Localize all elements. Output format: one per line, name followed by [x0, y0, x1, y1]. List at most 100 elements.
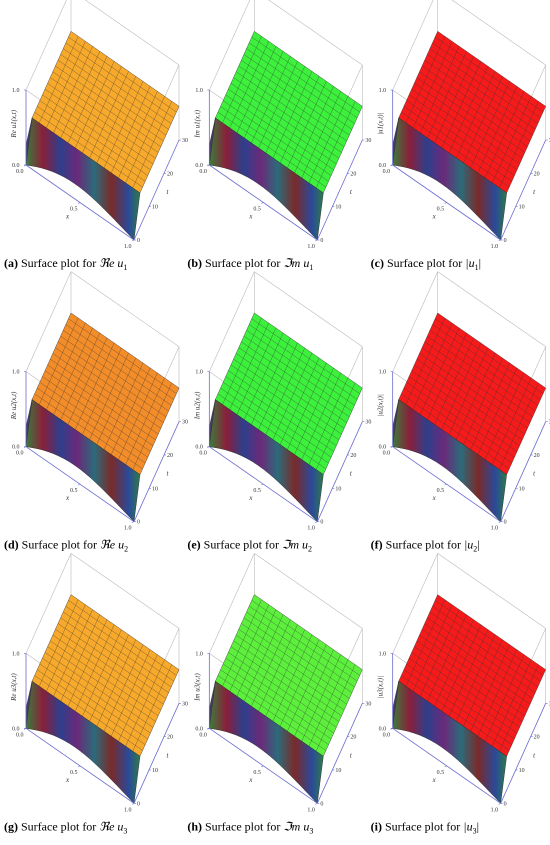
caption: (g) Surface plot for ℜe u3: [4, 819, 127, 835]
surface-grid: [434, 337, 474, 425]
tick-mark: [131, 803, 135, 805]
z-axis-label: |u1(x,t)|: [377, 113, 385, 135]
caption-suffix: |: [477, 819, 479, 833]
t-tick-label: 30: [549, 701, 550, 707]
surface-grid: [434, 56, 474, 143]
t-axis-label: t: [167, 470, 170, 478]
surface-grid: [52, 353, 161, 429]
box-edge: [254, 553, 363, 629]
surface-grid: [53, 609, 93, 697]
surface-grid: [441, 342, 482, 430]
surface-grid: [39, 599, 79, 687]
panel: 0.0 0.5 1.0 0 10 20 30 0.0 1.0 x t Re u1(x,t) (a) Sur…: [4, 0, 188, 272]
surface-grid: [432, 42, 541, 118]
surface-grid: [448, 629, 489, 717]
x-tick-label: 0.0: [199, 451, 207, 457]
x-axis-label: x: [432, 494, 437, 502]
caption-suffix: |: [479, 256, 481, 270]
surface-grid: [50, 640, 159, 716]
tick-mark: [261, 483, 264, 486]
t-tick-label: 10: [335, 486, 341, 492]
t-tick-label: 10: [519, 486, 525, 492]
surface-grid: [103, 362, 144, 450]
surface-grid: [243, 51, 284, 138]
surface-grid: [111, 367, 151, 455]
z-tick-label: 1.0: [195, 651, 203, 657]
caption-label: (d): [4, 538, 19, 552]
surface-grid: [60, 335, 169, 412]
surface-grid: [89, 634, 129, 722]
surface-grid: [125, 659, 165, 747]
surface-grid: [421, 347, 531, 423]
surface-grid: [222, 599, 262, 687]
t-tick-label: 10: [519, 205, 525, 211]
tick-mark: [444, 202, 447, 204]
t-tick-label: 10: [335, 768, 341, 774]
caption-symbol: ℑm u: [283, 819, 309, 833]
t-axis: [316, 703, 363, 804]
caption-label: (b): [187, 256, 202, 270]
surface-grid: [251, 56, 291, 143]
caption-sub: 1: [475, 263, 479, 272]
surface-grid: [230, 364, 340, 441]
surface-grid: [420, 46, 460, 133]
t-tick-label: 20: [167, 171, 173, 177]
surface-grid: [448, 347, 489, 435]
surface-grid: [427, 332, 467, 420]
surface-grid: [243, 614, 284, 702]
surface-grid: [52, 634, 161, 711]
x-tick-label: 0.5: [437, 488, 445, 494]
t-tick-label: 20: [167, 735, 173, 741]
x-axis-label: x: [432, 213, 437, 221]
surface-grid: [470, 644, 510, 732]
surface-grid: [251, 36, 360, 113]
surface-grid: [60, 51, 100, 138]
surface-grid: [238, 347, 347, 423]
surface-grid: [34, 112, 143, 188]
box-edge: [268, 0, 363, 66]
surface-grid: [222, 36, 262, 123]
surface-grid: [301, 654, 341, 742]
surface-grid: [265, 347, 305, 435]
x-axis-label: x: [248, 776, 253, 784]
panel: 0.0 0.5 1.0 0 10 20 30 0.0 1.0 x t |u1(x,t)| (c)Surf…: [371, 0, 550, 272]
surface-grid: [412, 41, 453, 128]
surface-grid: [243, 617, 353, 693]
surface-grid: [416, 77, 525, 153]
surface-grid: [315, 382, 356, 470]
surface-grid: [477, 367, 518, 455]
surface-grid: [287, 362, 327, 450]
t-tick-label: 0: [320, 520, 323, 526]
t-tick-label: 0: [504, 801, 507, 807]
z-tick-label: 0.0: [12, 445, 20, 451]
surface-grid: [441, 61, 482, 148]
surface-grid: [67, 56, 108, 143]
surface-grid: [429, 330, 538, 406]
surface-grid: [401, 393, 510, 469]
surface-grid: [427, 54, 536, 130]
t-tick-label: 20: [534, 735, 540, 741]
surface-grid: [251, 619, 291, 707]
x-tick-label: 0.0: [199, 732, 207, 738]
surface-grid: [403, 106, 512, 182]
surface-grid: [75, 61, 115, 148]
caption-symbol: ℜe u: [99, 256, 123, 270]
surface-grid: [42, 376, 151, 452]
surface-grid: [37, 106, 146, 182]
x-axis-label: x: [248, 494, 253, 502]
t-tick-label: 0: [320, 801, 323, 807]
z-tick-label: 1.0: [195, 88, 203, 94]
box-edge: [437, 271, 546, 347]
surface-grid: [50, 77, 159, 153]
surface-grid: [223, 663, 332, 740]
tick-mark: [498, 239, 501, 242]
tick-mark: [77, 483, 81, 486]
surface-grid: [420, 327, 460, 415]
t-axis: [500, 703, 547, 804]
surface-grid: [65, 606, 174, 682]
surface-grid: [414, 364, 523, 441]
surface-grid: [220, 106, 329, 182]
surface-grid: [223, 100, 332, 176]
surface-grid: [419, 71, 528, 147]
